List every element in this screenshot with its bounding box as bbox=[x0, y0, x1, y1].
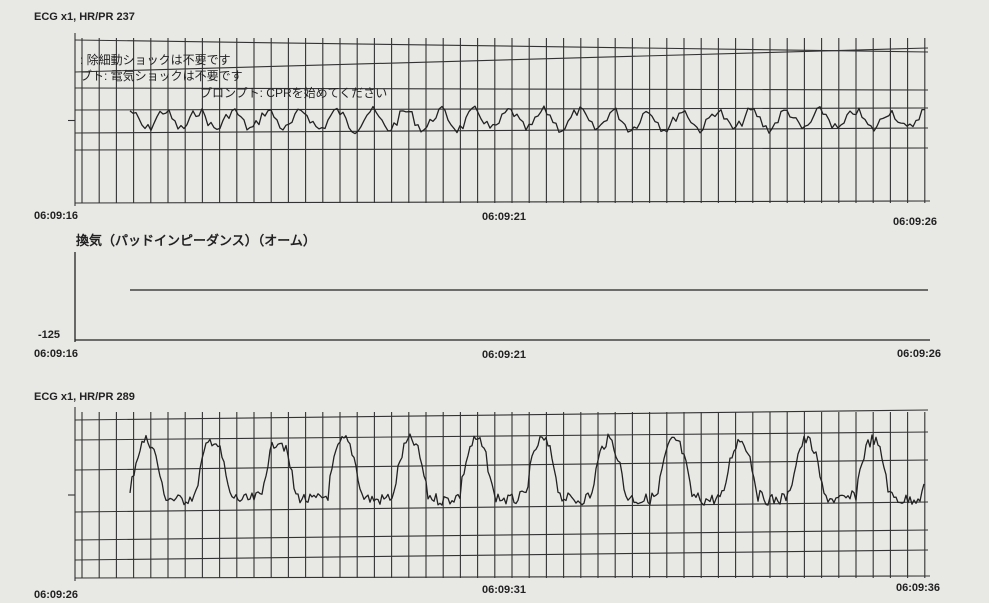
time-label: 06:09:16 bbox=[34, 348, 78, 360]
time-label: 06:09:31 bbox=[482, 584, 526, 596]
strip-label: ECG x1, HR/PR 237 bbox=[34, 11, 135, 23]
time-label: 06:09:16 bbox=[34, 210, 78, 222]
ecg-printout: ECG x1, HR/PR 237 : 除細動ショックは不要です ブト: 電気シ… bbox=[0, 0, 989, 603]
annotation: ブト: 電気ショックは不要です bbox=[80, 68, 243, 83]
time-label: 06:09:21 bbox=[482, 211, 526, 223]
time-label: 06:09:26 bbox=[897, 348, 941, 360]
time-label: 06:09:26 bbox=[34, 589, 78, 601]
y-axis-label: -125 bbox=[38, 329, 60, 341]
time-label: 06:09:21 bbox=[482, 349, 526, 361]
annotation: : 除細動ショックは不要です bbox=[80, 52, 231, 67]
time-label: 06:09:36 bbox=[896, 582, 940, 594]
time-label: 06:09:26 bbox=[893, 216, 937, 228]
page: ECG x1, HR/PR 237 : 除細動ショックは不要です ブト: 電気シ… bbox=[0, 0, 989, 603]
strip-label: ECG x1, HR/PR 289 bbox=[34, 391, 135, 403]
strip-label: 換気（パッドインピーダンス）（オーム） bbox=[76, 233, 316, 248]
annotation: プロンプト: CPRを始めてください bbox=[200, 86, 387, 100]
